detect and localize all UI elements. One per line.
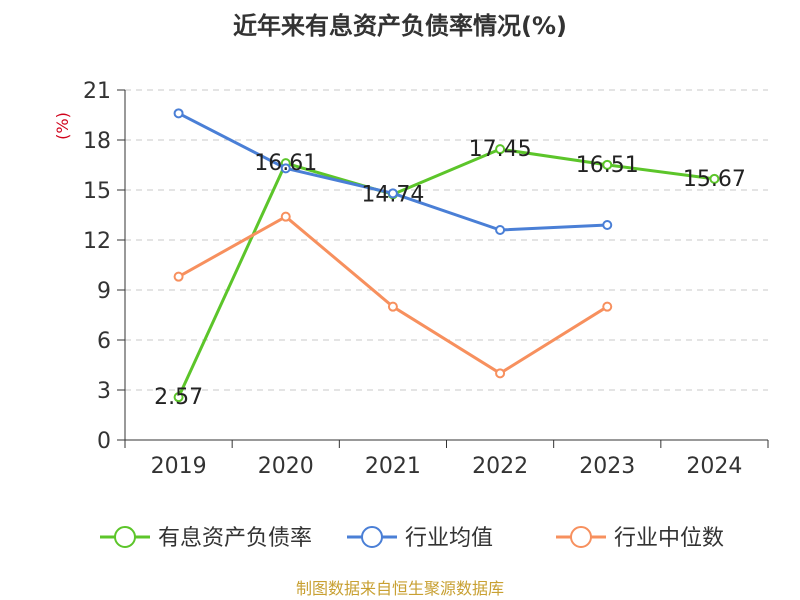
data-label: 16.51: [576, 153, 639, 178]
chart-title: 近年来有息资产负债率情况(%): [233, 12, 567, 40]
data-point: [709, 173, 720, 184]
data-point: [602, 301, 613, 312]
y-axis-unit-label: (%): [53, 112, 72, 140]
x-tick-label: 2024: [686, 454, 742, 479]
data-point: [387, 188, 398, 199]
y-tick-label: 6: [97, 329, 111, 354]
legend-item-2: 行业中位数: [556, 526, 724, 551]
source-note: 制图数据来自恒生聚源数据库: [296, 579, 504, 598]
series-0: [173, 144, 720, 403]
legend-label: 有息资产负债率: [158, 526, 312, 551]
data-point: [280, 163, 291, 174]
data-point: [495, 368, 506, 379]
x-tick-label: 2021: [365, 454, 421, 479]
data-point: [602, 159, 613, 170]
legend-item-1: 行业均值: [347, 526, 493, 551]
data-point: [387, 301, 398, 312]
series-line: [177, 111, 608, 232]
data-point: [280, 211, 291, 222]
data-label: 17.45: [469, 137, 532, 162]
data-label: 2.57: [154, 385, 203, 410]
data-label: 16.61: [254, 151, 317, 176]
legend-marker: [361, 526, 383, 548]
x-tick-label: 2020: [258, 454, 314, 479]
data-labels: 2.57 16.61 14.74 17.45 16.51 15.67: [154, 137, 746, 410]
x-tick-label: 2023: [579, 454, 635, 479]
x-tick-label: 2019: [151, 454, 207, 479]
data-point: [495, 144, 506, 155]
y-tick-label: 21: [83, 79, 111, 104]
data-label: 15.67: [683, 167, 746, 192]
y-tick-label: 3: [97, 379, 111, 404]
y-tick-label: 18: [83, 129, 111, 154]
data-point: [173, 392, 184, 403]
legend-marker: [114, 526, 136, 548]
y-tick-label: 9: [97, 279, 111, 304]
legend-label: 行业均值: [405, 526, 493, 551]
y-tick-label: 0: [97, 429, 111, 454]
series-line: [177, 147, 715, 398]
data-point: [173, 108, 184, 119]
data-point: [173, 271, 184, 282]
series-group: 2.57 16.61 14.74 17.45 16.51 15.67: [154, 108, 746, 410]
axes: 0 3 6 9 12 15 18 21 2019 2020 2021 2022 2023 2024: [83, 79, 769, 479]
legend-item-0: 有息资产负债率: [100, 526, 312, 551]
legend: 有息资产负债率 行业均值 行业中位数: [100, 526, 724, 551]
series-2: [173, 211, 613, 379]
legend-label: 行业中位数: [614, 526, 724, 551]
data-point: [602, 220, 613, 230]
series-1: [173, 108, 613, 235]
legend-marker: [570, 526, 592, 548]
y-tick-label: 12: [83, 229, 111, 254]
data-label: 14.74: [361, 182, 424, 207]
x-tick-label: 2022: [472, 454, 528, 479]
y-tick-label: 15: [83, 179, 111, 204]
data-point: [495, 225, 506, 235]
